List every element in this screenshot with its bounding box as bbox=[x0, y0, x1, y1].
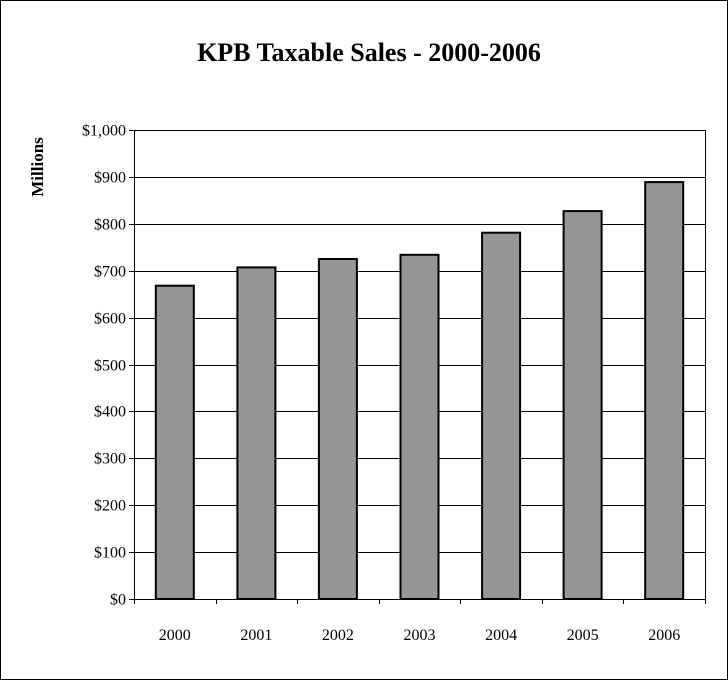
y-tick-label-$200: $200 bbox=[94, 498, 126, 515]
bar-2002 bbox=[317, 258, 358, 600]
bar-2001 bbox=[236, 266, 277, 600]
x-tick-label-2005: 2005 bbox=[567, 627, 599, 644]
x-tick-label-2003: 2003 bbox=[404, 627, 436, 644]
y-axis-label: Millions bbox=[28, 137, 47, 197]
y-tick-label-$500: $500 bbox=[94, 358, 126, 375]
bar-2005 bbox=[562, 210, 603, 600]
y-tick-label-$400: $400 bbox=[94, 404, 126, 421]
y-tick-label-$900: $900 bbox=[94, 170, 126, 187]
y-tick-label-$700: $700 bbox=[94, 264, 126, 281]
y-tick-label-$300: $300 bbox=[94, 451, 126, 468]
x-tick-label-2000: 2000 bbox=[159, 627, 191, 644]
y-tick-label-$800: $800 bbox=[94, 217, 126, 234]
bar-2003 bbox=[399, 253, 440, 601]
bar-2004 bbox=[481, 231, 522, 600]
x-tick-label-2002: 2002 bbox=[322, 627, 354, 644]
y-tick-label-$100: $100 bbox=[94, 545, 126, 562]
x-tick-label-2004: 2004 bbox=[485, 627, 517, 644]
y-tick-label-$0: $0 bbox=[110, 592, 126, 609]
plot-area: $0 $100 $200 $300 $400 $500 $600 $700 $800 $900 $1… bbox=[82, 123, 706, 644]
chart-title: KPB Taxable Sales - 2000-2006 bbox=[197, 38, 541, 67]
x-tick-label-2001: 2001 bbox=[240, 627, 272, 644]
y-tick-label-$1,000: $1,000 bbox=[82, 123, 126, 140]
bar-2006 bbox=[644, 181, 685, 600]
bar-2000 bbox=[154, 284, 195, 600]
x-tick-label-2006: 2006 bbox=[648, 627, 680, 644]
y-tick-label-$600: $600 bbox=[94, 311, 126, 328]
